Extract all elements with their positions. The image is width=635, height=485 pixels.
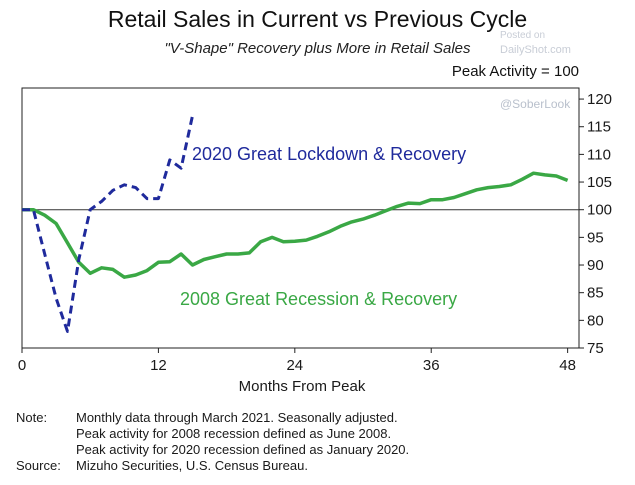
y-tick-label: 100 (587, 202, 612, 219)
y-tick-label: 105 (587, 174, 612, 191)
footnotes: Note: Monthly data through March 2021. S… (16, 410, 409, 474)
annotation-2008-recession: 2008 Great Recession & Recovery (180, 289, 457, 309)
x-tick-label: 48 (559, 357, 576, 374)
x-tick-label: 12 (150, 357, 167, 374)
source-text: Mizuho Securities, U.S. Census Bureau. (76, 458, 308, 473)
x-tick-label: 0 (18, 357, 26, 374)
y-tick-label: 90 (587, 257, 604, 274)
watermark-soberlook: @SoberLook (500, 97, 571, 111)
note-row: Peak activity for 2020 recession defined… (16, 442, 409, 458)
watermark-dailyshot: DailyShot.com (500, 44, 571, 56)
y-tick-label: 85 (587, 285, 604, 302)
chart-subtitle: "V-Shape" Recovery plus More in Retail S… (164, 40, 471, 57)
series-line-2020-lockdown (22, 115, 194, 333)
y-tick-label: 80 (587, 312, 604, 329)
y-tick-label: 120 (587, 91, 612, 108)
note-line-1: Monthly data through March 2021. Seasona… (76, 410, 398, 425)
note-line-3: Peak activity for 2020 recession defined… (76, 442, 410, 457)
y-tick-label: 75 (587, 340, 604, 357)
note-row: Note: Monthly data through March 2021. S… (16, 410, 409, 426)
source-row: Source: Mizuho Securities, U.S. Census B… (16, 458, 409, 474)
series-line-2008-recession (22, 171, 569, 279)
peak-activity-note: Peak Activity = 100 (451, 63, 579, 80)
x-tick-label: 36 (423, 357, 440, 374)
x-axis-label: Months From Peak (239, 378, 366, 395)
plot-frame (21, 87, 580, 349)
x-tick-label: 24 (286, 357, 303, 374)
y-tick-label: 110 (587, 146, 611, 163)
note-line-2: Peak activity for 2008 recession defined… (76, 426, 392, 441)
note-label: Note: (16, 410, 48, 425)
note-row: Peak activity for 2008 recession defined… (16, 426, 409, 442)
y-tick-label: 95 (587, 229, 604, 246)
annotation-2020-lockdown: 2020 Great Lockdown & Recovery (192, 144, 466, 164)
watermark-posted-on: Posted on (500, 30, 546, 41)
chart-title: Retail Sales in Current vs Previous Cycl… (107, 6, 528, 32)
y-tick-label: 115 (587, 119, 611, 136)
source-label: Source: (16, 458, 61, 473)
